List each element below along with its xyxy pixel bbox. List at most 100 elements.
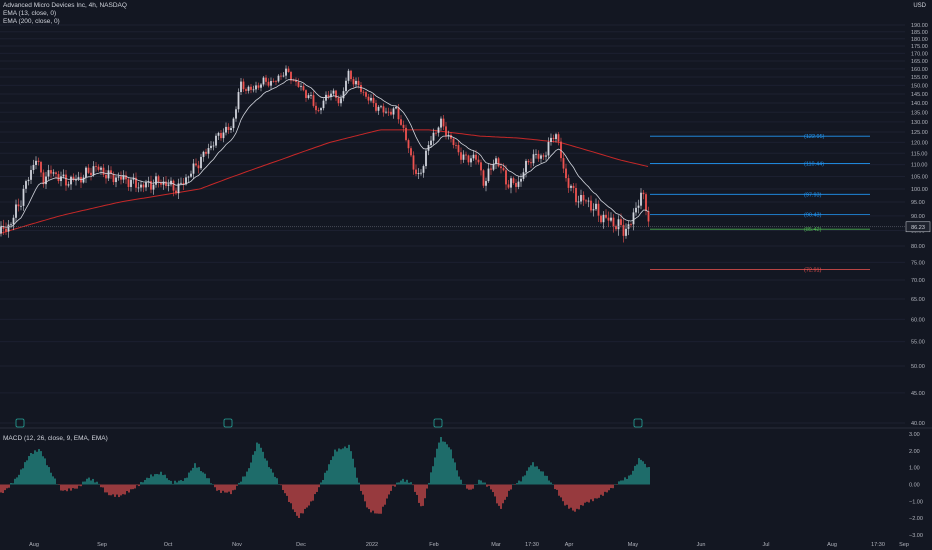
time-tick-label: 17:30 [871,542,885,548]
macd-bar [574,484,576,512]
time-tick-label: Aug [29,542,39,548]
candle-body [82,177,85,183]
time-tick-label: 2022 [366,542,378,548]
macd-bar [72,484,74,489]
candle-body [57,174,60,182]
candle-body [400,119,402,125]
macd-bar [196,467,198,485]
candle-body [230,128,232,131]
candle-body [320,108,322,111]
macd-bar [30,453,32,485]
macd-bar [528,467,530,485]
candle-body [122,175,125,180]
candle-body [432,132,435,141]
price-tick-label: 180.00 [911,37,928,43]
macd-tick-label: 0.00 [909,483,920,489]
macd-bar [580,484,582,506]
price-tick-label: 65.00 [911,297,925,303]
macd-bar [36,451,38,485]
macd-bar [440,437,442,485]
macd-bar [614,483,616,485]
macd-bar [562,484,564,502]
macd-bar [18,474,20,485]
macd-bar [640,459,642,485]
candle-body [85,167,87,178]
macd-bar [398,482,400,485]
macd-bar [386,484,388,499]
macd-tick-label: −1.00 [909,499,923,505]
candle-body [440,118,442,128]
macd-bar [62,484,64,491]
macd-bar [384,484,386,505]
macd-bar [288,484,290,502]
macd-bar [26,460,28,485]
macd-bar [452,458,454,485]
candle-body [330,93,332,97]
candle-body [172,180,175,191]
candle-body [405,127,407,141]
macd-bar [480,480,482,485]
time-tick-label: Mar [491,542,501,548]
macd-bar [402,478,404,485]
candle-body [155,176,157,185]
candle-body [385,111,387,113]
macd-bar [146,477,148,485]
candle-body [117,176,120,178]
candle-body [190,173,192,177]
ema200-path [0,129,649,234]
macd-bar [220,484,222,493]
macd-bar [524,475,526,485]
macd-bar [532,462,534,485]
candle-body [210,145,212,149]
macd-bar [200,471,202,485]
candle-body [327,94,330,97]
macd-bar [232,484,234,491]
macd-bar [442,441,444,485]
macd-bar [194,463,196,485]
candle-body [465,154,467,156]
macd-bar [486,484,488,487]
macd-bar [590,484,592,500]
candle-body [265,77,267,82]
macd-bar [446,444,448,485]
candle-body [135,177,137,188]
candle-body [372,97,375,104]
macd-bar [380,484,382,514]
macd-bar [554,484,556,490]
candle-body [15,204,17,218]
candle-body [472,154,475,159]
candle-body [402,124,405,128]
candle-body [337,97,340,104]
macd-bar [222,484,224,491]
macd-bar [508,484,510,491]
candle-body [310,95,312,96]
macd-bar [206,478,208,485]
candle-body [165,181,167,186]
candle-body [52,172,55,174]
candle-body [630,224,632,226]
level-label: (122.95) [804,134,825,140]
candle-body [500,166,502,169]
macd-bar [394,484,396,487]
ema13-legend: EMA (13, close, 0) [3,10,57,17]
macd-bar [306,484,308,508]
macd-bar [538,469,540,485]
candle-body [95,166,97,168]
macd-bar [492,484,494,493]
macd-bar [466,484,468,489]
macd-bar [358,482,360,485]
candle-body [32,164,35,171]
macd-bar [84,481,86,485]
macd-bar [168,480,170,485]
macd-bar [498,484,500,506]
macd-bar [302,484,304,514]
macd-bar [464,484,466,485]
macd-bar [38,449,40,485]
macd-bar [476,484,478,485]
macd-bar [534,466,536,485]
macd-bar [214,484,216,488]
price-tick-label: 40.00 [911,421,925,427]
badge-box [905,221,931,233]
macd-bar [210,483,212,485]
